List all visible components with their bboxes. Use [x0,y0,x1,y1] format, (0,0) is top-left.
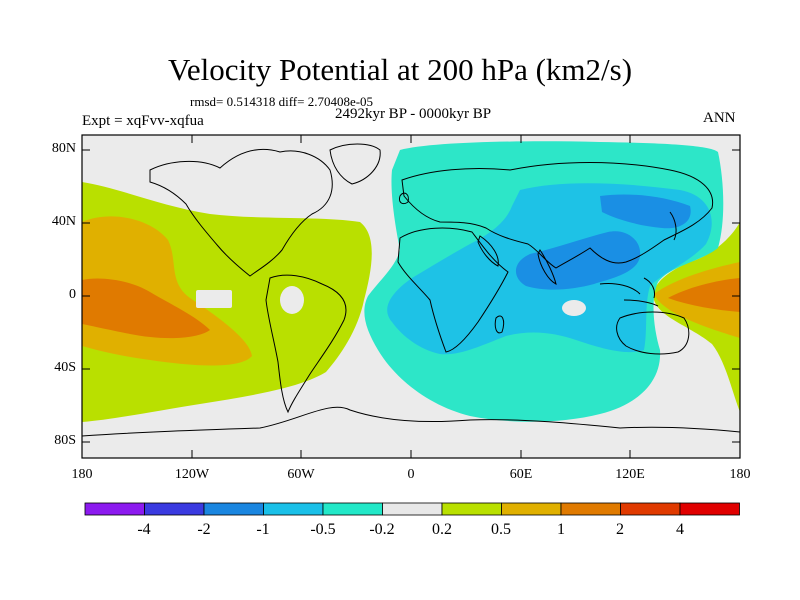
colorbar-label-6: 0.2 [432,521,452,538]
coastlines [149,143,714,414]
colorbar [84,502,740,516]
lat-label-40n: 40N [51,214,76,229]
period-label: 2492kyr BP - 0000kyr BP [334,106,492,122]
colorbar-label-5: -0.2 [369,521,395,538]
field-negative-1-north [600,194,691,229]
lat-label-80s: 80S [54,433,76,448]
lon-label-120e: 120E [615,467,645,482]
colorbar-label-9: 2 [616,521,624,538]
map-title: Velocity Potential at 200 hPa (km2/s) [167,52,633,87]
colorbar-label-3: -1 [256,521,270,538]
colorbar-label-7: 0.5 [491,521,511,538]
season-label: ANN [703,110,736,126]
colorbar-box-10 [620,502,681,516]
colorbar-box-6 [382,502,443,516]
colorbar-label-1: -4 [137,521,151,538]
colorbar-label-4: -0.5 [310,521,336,538]
field-hole-south-america [280,286,304,314]
lat-label-80n: 80N [51,141,76,156]
colorbar-box-4 [263,502,324,516]
lon-label-180w: 180 [71,467,93,482]
antarctica [82,406,740,437]
field-hole-pacific [196,290,232,308]
axis-ticks [81,135,741,458]
colorbar-box-1 [84,502,145,516]
colorbar-label-2: -2 [197,521,211,538]
colorbar-box-11 [679,502,740,516]
colorbar-box-7 [441,502,502,516]
lon-label-0: 0 [407,467,415,482]
colorbar-label-8: 1 [557,521,565,538]
field-hole-indian-ocean [562,300,586,316]
lon-label-60w: 60W [287,467,315,482]
field-positive-1 [82,278,210,339]
colorbar-box-5 [322,502,383,516]
lon-label-120w: 120W [174,467,210,482]
lon-label-180e: 180 [729,467,751,482]
lon-label-60e: 60E [509,467,533,482]
experiment-label: Expt = xqFvv-xqfua [82,113,204,129]
colorbar-box-2 [144,502,205,516]
lat-label-0: 0 [69,287,76,302]
colorbar-box-9 [560,502,621,516]
colorbar-label-10: 4 [676,521,684,538]
colorbar-box-3 [203,502,264,516]
stats-label: rmsd= 0.514318 diff= 2.70408e-05 [190,94,374,109]
field-positive-1-east [668,278,740,312]
lat-label-40s: 40S [54,360,76,375]
colorbar-box-8 [501,502,562,516]
contour-field [82,135,740,458]
